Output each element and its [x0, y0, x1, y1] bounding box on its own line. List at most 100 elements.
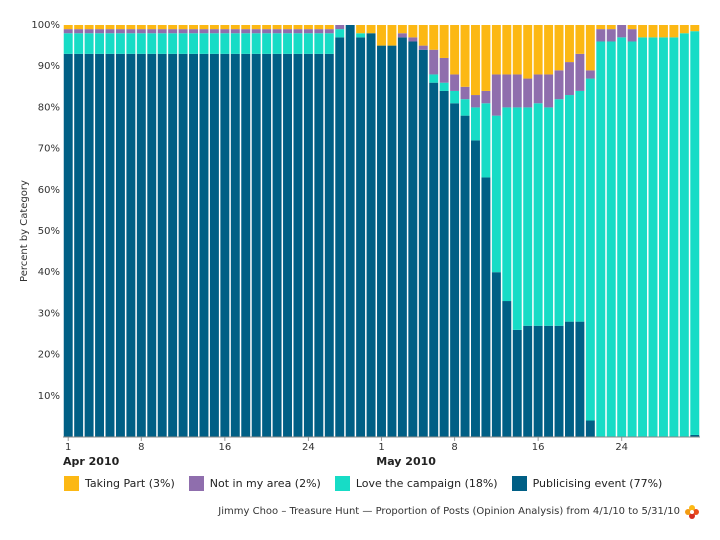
bar-segment	[669, 25, 679, 38]
bar-segment	[460, 25, 470, 87]
bar-segment	[147, 25, 157, 30]
bar-segment	[63, 53, 73, 438]
bar-segment	[157, 25, 167, 30]
bar-segment	[596, 29, 606, 42]
bar-segment	[241, 25, 251, 30]
bar-segment	[303, 25, 313, 30]
bar-segment	[262, 25, 272, 30]
bar-segment	[585, 420, 595, 437]
month-label: May 2010	[376, 455, 436, 468]
bar-segment	[596, 25, 606, 30]
bar-segment	[585, 25, 595, 71]
bar-segment	[105, 25, 115, 30]
bar-segment	[230, 29, 240, 34]
bar-segment	[512, 74, 522, 108]
month-label: Apr 2010	[63, 455, 120, 468]
bar-segment	[471, 140, 480, 438]
bar-segment	[168, 25, 178, 30]
bar-segment	[136, 53, 146, 438]
legend-item-taking-part[interactable]: Taking Part (3%)	[64, 476, 175, 491]
bar-segment	[481, 177, 491, 437]
bar-segment	[533, 25, 543, 75]
bar-segment	[115, 25, 125, 30]
legend-item-love-the-campaign[interactable]: Love the campaign (18%)	[334, 476, 498, 491]
bar-segment	[241, 29, 251, 34]
bar-segment	[283, 33, 292, 54]
bar-segment	[544, 325, 554, 437]
y-tick-label: 70%	[38, 144, 60, 155]
legend-item-not-in-my-area[interactable]: Not in my area (2%)	[188, 476, 321, 491]
bar-segment	[189, 29, 198, 34]
bar-segment	[324, 53, 334, 438]
bar-segment	[450, 25, 460, 75]
bar-segment	[575, 321, 585, 437]
bar-segment	[147, 29, 157, 34]
bar-segment	[199, 25, 209, 30]
bar-segment	[481, 90, 491, 104]
bar-segment	[690, 25, 700, 32]
bar-segment	[627, 25, 637, 30]
bar-segment	[565, 62, 574, 96]
bar-segment	[147, 33, 157, 54]
bar-segment	[105, 53, 115, 438]
bar-segment	[523, 25, 533, 79]
bar-segment	[147, 53, 157, 438]
bar-segment	[262, 33, 272, 54]
bar-segment	[74, 33, 84, 54]
bar-segment	[136, 25, 146, 30]
bar-segment	[314, 29, 324, 34]
bar-segment	[533, 74, 543, 104]
bar-segment	[669, 37, 679, 438]
legend-swatch	[188, 476, 204, 491]
x-tick-label: 24	[302, 442, 315, 453]
y-tick-label: 10%	[38, 391, 60, 402]
legend-item-publicising-event[interactable]: Publicising event (77%)	[511, 476, 663, 491]
bar-segment	[283, 29, 292, 34]
bar-segment	[356, 37, 366, 438]
bar-segment	[105, 33, 115, 54]
bar-segment	[565, 25, 574, 63]
bar-segment	[126, 25, 136, 30]
bar-segment	[251, 53, 261, 438]
bar-segment	[575, 90, 585, 322]
bar-segment	[199, 53, 209, 438]
legend-swatch	[334, 476, 350, 491]
bar-segment	[638, 25, 648, 38]
bar-segment	[199, 33, 209, 54]
bar-segment	[429, 49, 439, 75]
bar-segment	[627, 29, 637, 42]
bar-segment	[178, 53, 188, 438]
bar-segment	[335, 25, 345, 30]
bar-segment	[366, 25, 376, 34]
bar-segment	[471, 25, 480, 96]
bar-segment	[189, 33, 198, 54]
bar-segment	[95, 25, 105, 30]
bar-segment	[554, 325, 564, 437]
bar-segment	[335, 37, 345, 438]
bar-segment	[606, 25, 616, 30]
bar-segment	[377, 45, 386, 437]
bar-segment	[679, 25, 689, 34]
bar-segment	[209, 53, 219, 438]
bar-segment	[502, 74, 512, 108]
bar-segment	[95, 33, 105, 54]
bar-segment	[136, 29, 146, 34]
legend-label: Publicising event (77%)	[532, 477, 663, 490]
bar-segment	[397, 37, 407, 438]
bar-segment	[136, 33, 146, 54]
bar-segment	[178, 25, 188, 30]
bar-segment	[314, 33, 324, 54]
bar-segment	[502, 25, 512, 75]
bar-segment	[648, 25, 658, 38]
bar-segment	[429, 74, 439, 83]
bar-segment	[491, 115, 501, 273]
bar-segment	[84, 29, 94, 34]
bar-segment	[460, 86, 470, 100]
bar-segment	[471, 95, 480, 108]
bar-segment	[544, 74, 554, 108]
legend-label: Love the campaign (18%)	[355, 477, 498, 490]
bar-segment	[303, 29, 313, 34]
bar-segment	[418, 45, 428, 50]
bar-segment	[366, 33, 376, 438]
bar-segment	[283, 25, 292, 30]
